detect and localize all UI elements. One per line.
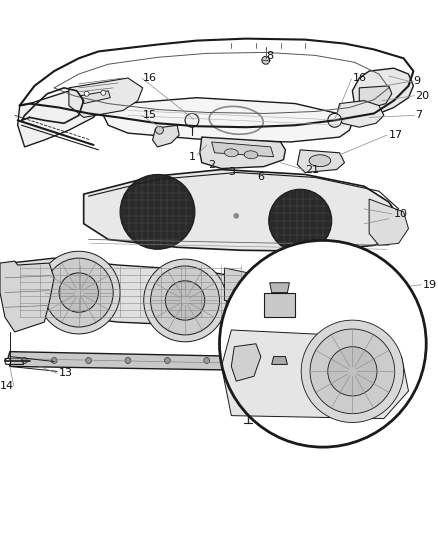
- Polygon shape: [231, 344, 261, 381]
- Text: 10: 10: [394, 209, 408, 219]
- Text: 3: 3: [228, 167, 235, 177]
- Circle shape: [155, 126, 163, 134]
- Circle shape: [301, 320, 403, 423]
- Polygon shape: [69, 78, 143, 117]
- Text: 9: 9: [413, 76, 420, 86]
- Text: 15: 15: [143, 110, 157, 120]
- Polygon shape: [152, 125, 179, 147]
- Text: 14: 14: [0, 381, 14, 391]
- Circle shape: [151, 266, 219, 335]
- Ellipse shape: [244, 151, 258, 159]
- Circle shape: [5, 359, 11, 365]
- Text: 13: 13: [59, 368, 73, 378]
- Circle shape: [164, 358, 170, 364]
- Text: 20: 20: [415, 91, 430, 101]
- Circle shape: [120, 174, 195, 249]
- Polygon shape: [234, 301, 258, 320]
- Text: 7: 7: [415, 110, 423, 120]
- Text: 19: 19: [423, 280, 438, 290]
- Polygon shape: [200, 137, 286, 168]
- Polygon shape: [297, 150, 345, 173]
- Polygon shape: [8, 352, 254, 370]
- Polygon shape: [270, 282, 290, 293]
- Polygon shape: [18, 86, 113, 147]
- Circle shape: [37, 251, 120, 334]
- Text: 6: 6: [258, 172, 265, 182]
- Circle shape: [269, 189, 332, 252]
- Polygon shape: [353, 68, 413, 114]
- Circle shape: [51, 358, 57, 364]
- Circle shape: [328, 347, 377, 396]
- Ellipse shape: [309, 155, 331, 167]
- Text: 8: 8: [266, 51, 273, 61]
- Polygon shape: [84, 169, 403, 251]
- Circle shape: [166, 281, 205, 320]
- Text: 17: 17: [389, 130, 403, 140]
- Text: 1: 1: [188, 152, 195, 161]
- Circle shape: [21, 358, 28, 364]
- Polygon shape: [0, 261, 54, 332]
- Circle shape: [238, 358, 244, 364]
- Circle shape: [185, 114, 199, 127]
- Polygon shape: [99, 98, 354, 142]
- Polygon shape: [8, 258, 254, 325]
- Circle shape: [204, 358, 210, 364]
- Polygon shape: [81, 91, 110, 103]
- Circle shape: [101, 90, 106, 95]
- Polygon shape: [369, 199, 409, 245]
- Polygon shape: [224, 268, 261, 304]
- Circle shape: [328, 114, 342, 127]
- Text: 2: 2: [208, 159, 215, 169]
- Polygon shape: [5, 359, 24, 365]
- Circle shape: [84, 91, 89, 96]
- Polygon shape: [264, 293, 295, 317]
- Circle shape: [125, 358, 131, 364]
- Text: 16: 16: [353, 73, 366, 83]
- Polygon shape: [212, 142, 274, 157]
- Polygon shape: [222, 330, 409, 418]
- Ellipse shape: [224, 149, 238, 157]
- Circle shape: [144, 259, 226, 342]
- Polygon shape: [337, 101, 384, 127]
- Circle shape: [262, 56, 270, 64]
- Polygon shape: [272, 357, 287, 365]
- Circle shape: [86, 358, 92, 364]
- Circle shape: [310, 329, 395, 414]
- Text: 21: 21: [305, 165, 319, 174]
- Text: 16: 16: [143, 73, 157, 83]
- Circle shape: [59, 273, 99, 312]
- Polygon shape: [219, 240, 426, 447]
- Circle shape: [234, 213, 239, 219]
- Circle shape: [44, 258, 113, 327]
- Polygon shape: [359, 86, 392, 108]
